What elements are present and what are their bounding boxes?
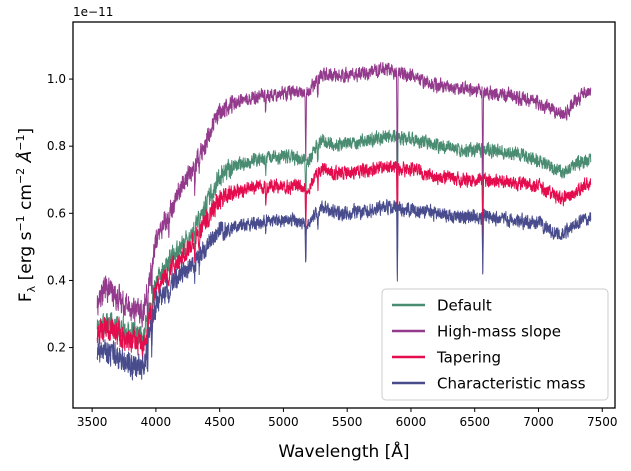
legend-label-high-mass-slope: High-mass slope — [437, 323, 561, 341]
series-line-characteristic-mass — [96, 199, 592, 381]
x-axis-ticks: 3500 4000 4500 5000 5500 6000 6500 7000 7500 — [77, 408, 618, 429]
y-label-end: ] — [16, 128, 36, 135]
x-tick-label: 6500 — [459, 415, 490, 429]
x-tick-label: 6000 — [396, 415, 427, 429]
y-label-exp1: −1 — [14, 215, 27, 231]
x-tick-label: 7500 — [587, 415, 618, 429]
x-tick-label: 5500 — [332, 415, 363, 429]
plot-frame — [72, 21, 616, 409]
legend-box — [381, 288, 609, 401]
y-label-rest: [erg s — [16, 231, 36, 285]
y-tick-label: 0.4 — [47, 273, 66, 287]
x-axis-label: Wavelength [Å] — [278, 440, 409, 462]
legend-label-default: Default — [437, 297, 492, 315]
y-axis-ticks: 0.2 0.4 0.6 0.8 1.0 — [47, 72, 73, 355]
x-tick-label: 4500 — [204, 415, 235, 429]
series-line-default — [96, 129, 592, 352]
y-offset-label: 1e−11 — [73, 5, 113, 19]
x-tick-label: 3500 — [77, 415, 108, 429]
y-label-mid1: cm — [16, 184, 36, 215]
x-tick-label: 5000 — [268, 415, 299, 429]
y-label-sub: λ — [25, 285, 38, 292]
y-label-exp2: −2 — [14, 168, 27, 184]
y-tick-label: 0.2 — [47, 341, 66, 355]
legend: Default High-mass slope Tapering Charact… — [381, 288, 609, 401]
y-label-exp3: −1 — [14, 135, 27, 151]
series-layer — [96, 62, 592, 381]
series-line-high-mass-slope — [96, 62, 592, 332]
y-tick-label: 0.6 — [47, 206, 66, 220]
y-label-base: F — [16, 292, 36, 302]
x-tick-label: 7000 — [523, 415, 554, 429]
series-line-tapering — [96, 160, 592, 364]
y-axis-label: Fλ [erg s−1 cm−2 Å−1] — [14, 128, 38, 302]
legend-label-tapering: Tapering — [436, 349, 501, 367]
y-tick-label: 1.0 — [47, 72, 66, 86]
x-tick-label: 4000 — [141, 415, 172, 429]
y-label-mid2: Å — [14, 151, 36, 168]
y-tick-label: 0.8 — [47, 139, 66, 153]
legend-label-characteristic-mass: Characteristic mass — [437, 375, 586, 393]
